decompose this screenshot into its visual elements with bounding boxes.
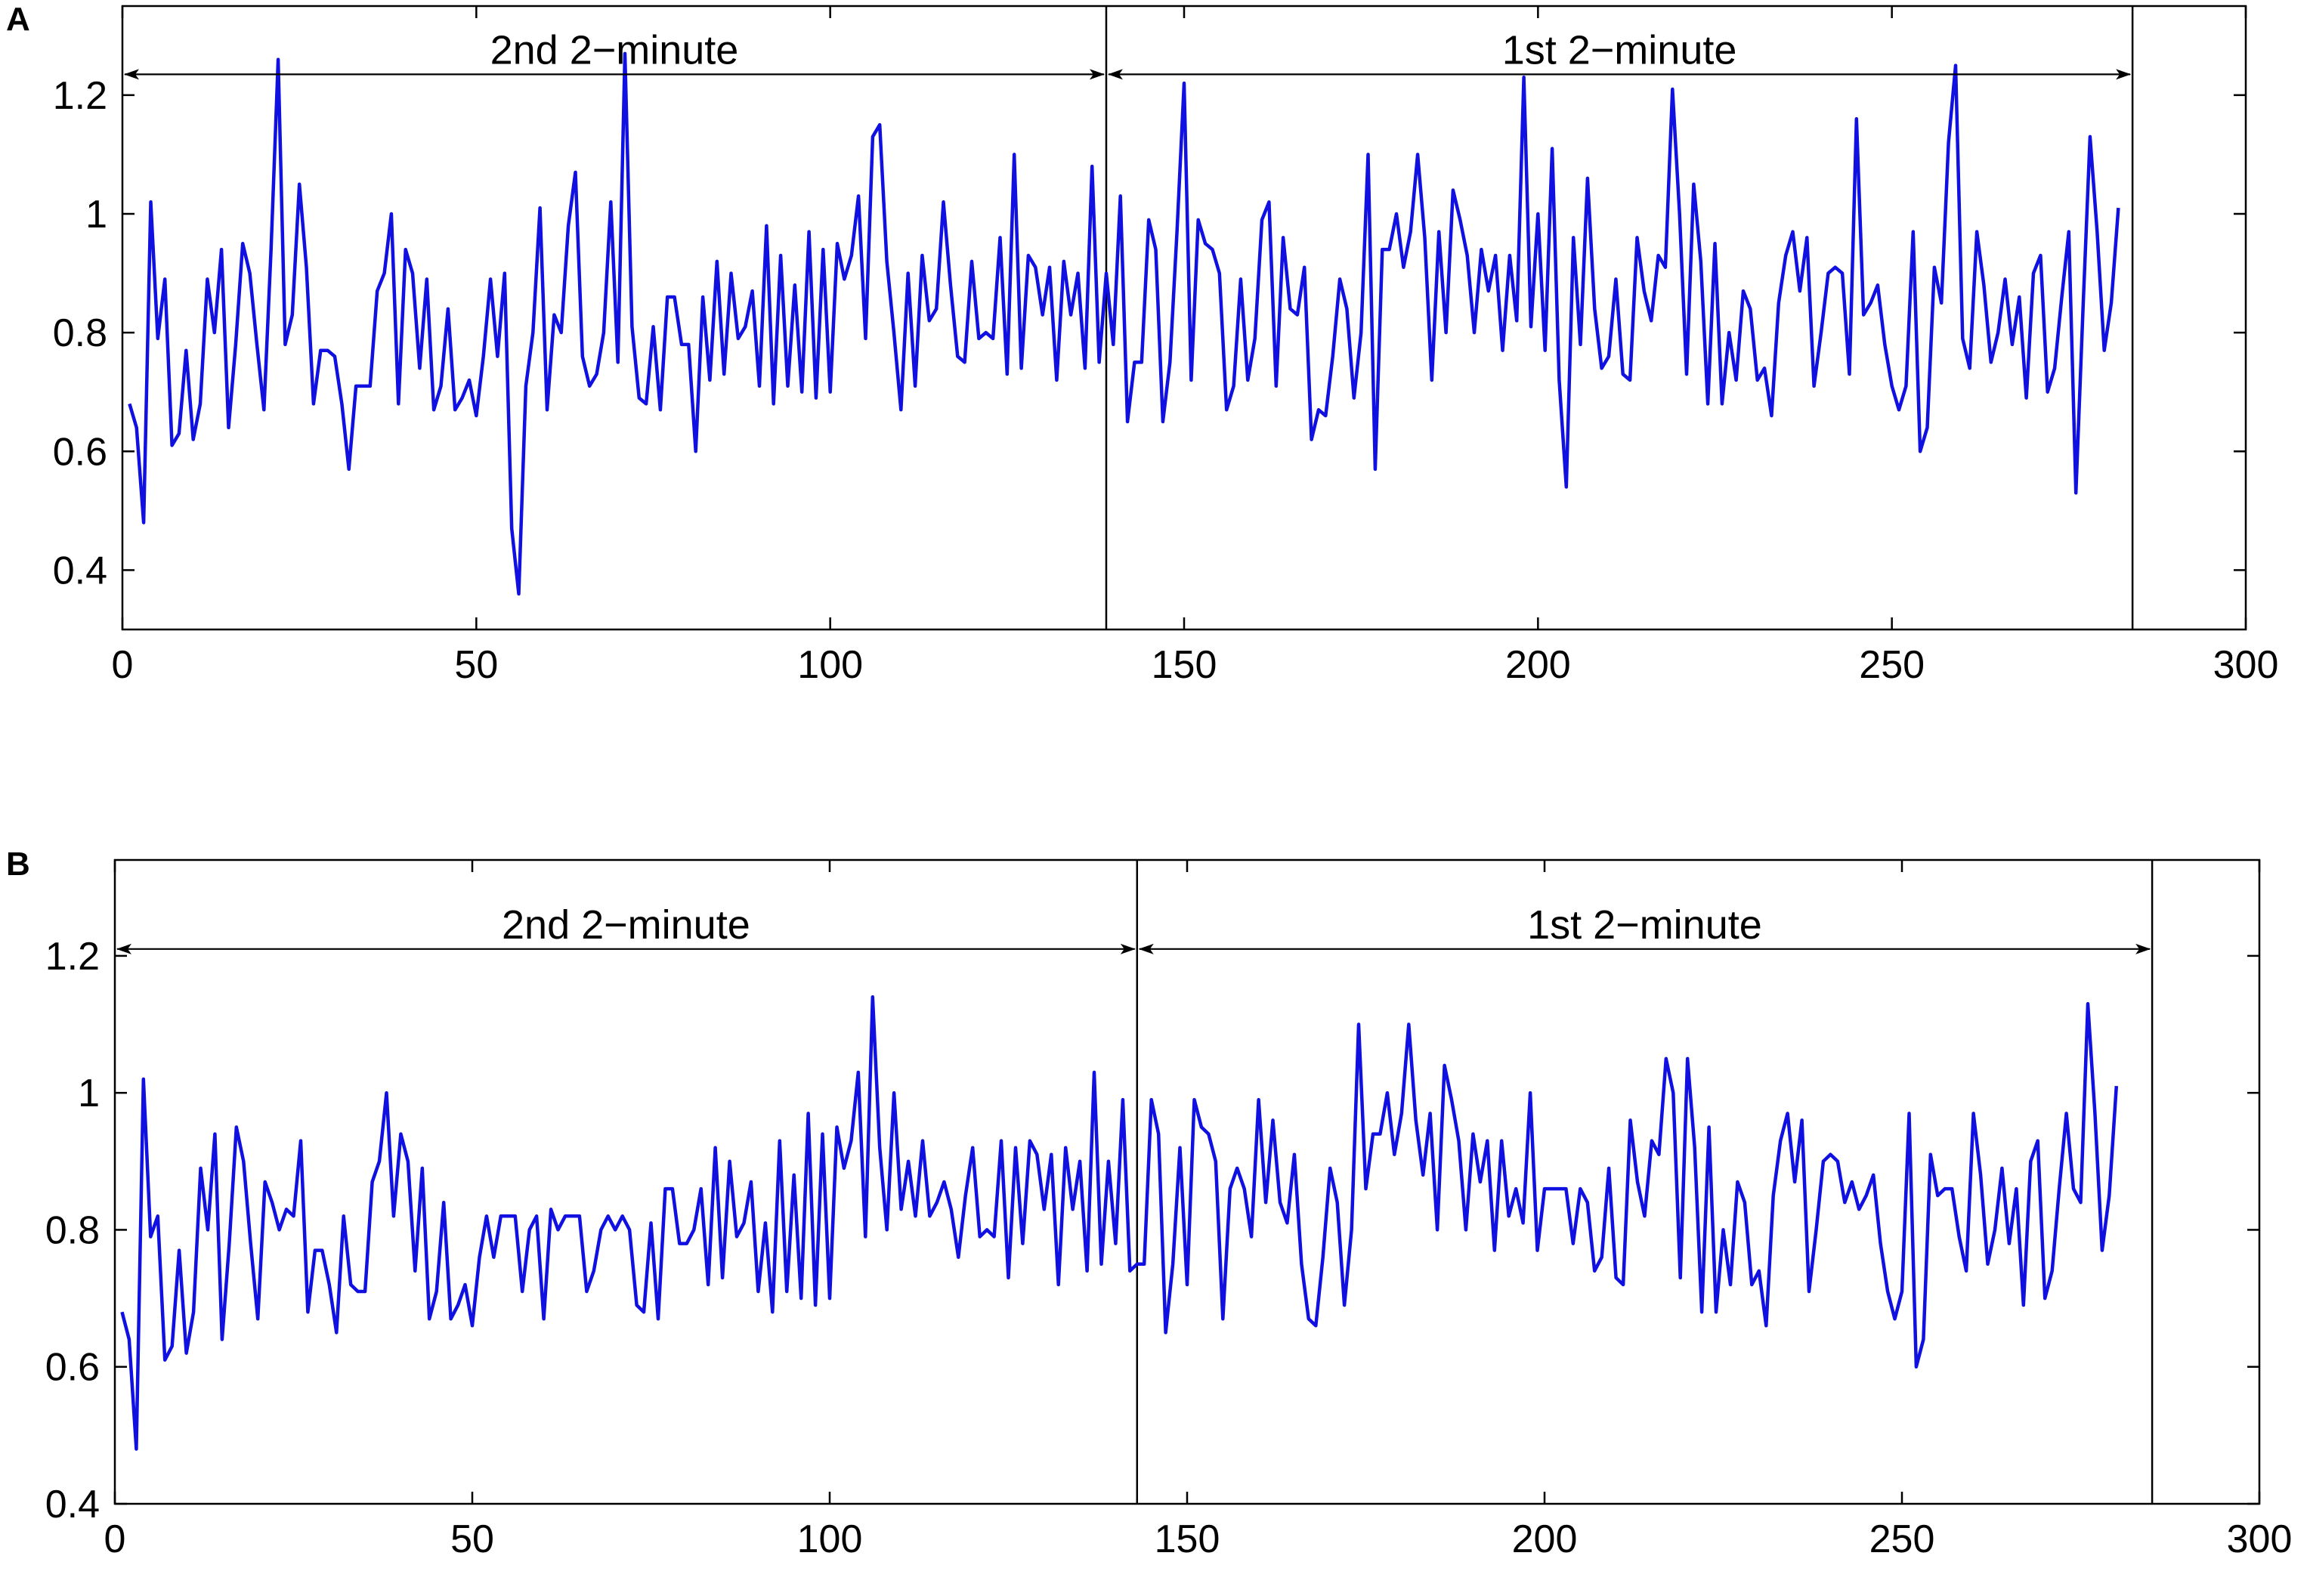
annotation-label-a: 2nd 2−minute xyxy=(490,27,739,73)
panel-b: B 0.4 0.6 0.8 1 1.2 0 50 100 150 200 250 300 2nd 2… xyxy=(6,846,2292,1561)
y-tick-label-b: 0.6 xyxy=(45,1346,100,1390)
y-tick-label-a: 0.6 xyxy=(53,430,107,474)
x-tick-label-a: 0 xyxy=(112,643,134,687)
panel-label-a: A xyxy=(6,1,30,38)
y-tick-label-a: 1 xyxy=(85,193,107,237)
x-tick-label-b: 250 xyxy=(1869,1517,1935,1561)
x-tick-label-a: 100 xyxy=(797,643,863,687)
annotation-label-a: 1st 2−minute xyxy=(1502,27,1737,73)
x-tick-label-a: 150 xyxy=(1152,643,1217,687)
y-tick-label-a: 0.4 xyxy=(53,549,107,592)
x-tick-label-b: 50 xyxy=(450,1517,494,1561)
y-tick-label-b: 0.8 xyxy=(45,1208,100,1252)
y-tick-labels-a: 0.4 0.6 0.8 1 1.2 xyxy=(53,74,107,593)
x-tick-label-a: 50 xyxy=(454,643,498,687)
annotation-label-b: 2nd 2−minute xyxy=(502,902,750,948)
segment-boundaries-a xyxy=(1105,6,2134,629)
panel-label-b: B xyxy=(6,846,30,883)
x-tick-label-b: 150 xyxy=(1155,1517,1220,1561)
x-tick-labels-b: 0 50 100 150 200 250 300 xyxy=(104,1517,2293,1561)
y-tick-labels-b: 0.4 0.6 0.8 1 1.2 xyxy=(45,935,100,1526)
x-tick-label-b: 300 xyxy=(2227,1517,2293,1561)
x-tick-label-b: 100 xyxy=(797,1517,863,1561)
axis-ticks-b xyxy=(113,860,2261,1505)
y-tick-label-b: 1 xyxy=(78,1072,100,1115)
x-tick-label-a: 300 xyxy=(2213,643,2279,687)
x-tick-labels-a: 0 50 100 150 200 250 300 xyxy=(112,643,2279,687)
x-tick-label-b: 200 xyxy=(1512,1517,1578,1561)
segment-boundaries-b xyxy=(1136,860,2154,1504)
plot-frame-a xyxy=(121,5,2247,631)
plot-frame-b xyxy=(113,858,2261,1505)
y-tick-label-a: 1.2 xyxy=(53,74,107,118)
x-tick-label-a: 200 xyxy=(1505,643,1571,687)
x-tick-label-b: 0 xyxy=(104,1517,126,1561)
y-tick-label-a: 0.8 xyxy=(53,311,107,355)
annotations-a: 2nd 2−minute 1st 2−minute xyxy=(124,27,2132,80)
panel-a: A 0.4 0.6 0.8 1 1.2 0 50 100 150 200 250 300 2nd 2… xyxy=(6,1,2278,687)
y-tick-label-b: 0.4 xyxy=(45,1483,100,1526)
y-tick-label-b: 1.2 xyxy=(45,935,100,979)
annotations-b: 2nd 2−minute 1st 2−minute xyxy=(116,902,2151,954)
x-tick-label-a: 250 xyxy=(1859,643,1925,687)
annotation-label-b: 1st 2−minute xyxy=(1527,902,1762,948)
series-line-b xyxy=(120,995,2119,1451)
series-line-a xyxy=(128,51,2120,596)
